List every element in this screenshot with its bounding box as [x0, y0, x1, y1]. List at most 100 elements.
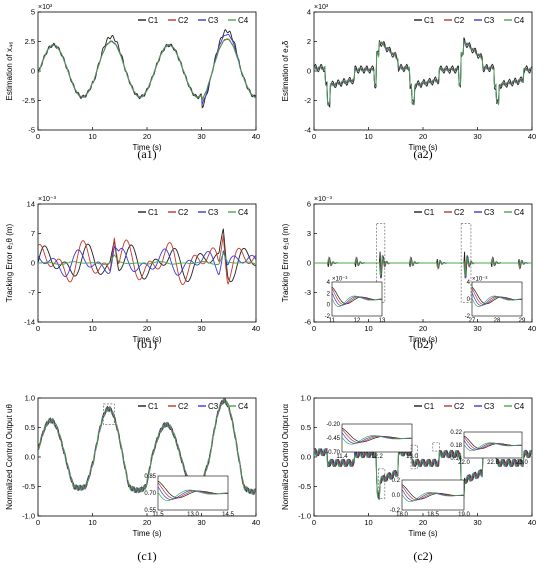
- x-axis-label: Time (s): [408, 143, 437, 152]
- x-axis-label: Time (s): [132, 335, 161, 344]
- x-tick-label: 20: [143, 324, 151, 333]
- y-tick-label: -1.0: [298, 512, 311, 521]
- inset-exponent: ×10⁻³: [472, 277, 487, 283]
- y-tick-label: 5: [31, 8, 35, 17]
- inset-y-tick-label: 2: [327, 291, 331, 297]
- panel-label: (b2): [413, 337, 433, 351]
- inset-y-tick-label: 0.22: [450, 430, 462, 436]
- x-tick-label: 0: [36, 518, 40, 527]
- series-C4: [38, 251, 257, 266]
- inset-b2-0: 11 12 13 4 2 0 -2 ×10⁻³: [325, 277, 386, 325]
- legend-label: C1: [148, 16, 159, 25]
- series-C1: [37, 228, 257, 283]
- y-tick-label: -0.5: [22, 482, 35, 491]
- legend: C1 C2 C3 C4: [414, 402, 525, 411]
- legend-label: C2: [454, 16, 465, 25]
- inset-x-tick-label: 12.2: [371, 454, 383, 460]
- legend: C1 C2 C3 C4: [414, 208, 525, 217]
- panel-c2: 0 10 20 30 40 -1.0 -0.5 0.0 0.5 1.0 Time (s) Normal…: [281, 394, 536, 564]
- legend-label: C3: [484, 16, 495, 25]
- plot-frame: [313, 11, 533, 131]
- legend-label: C4: [238, 208, 249, 217]
- x-tick-label: 10: [364, 324, 372, 333]
- plot-frame: [37, 11, 257, 131]
- x-tick-label: 30: [473, 518, 481, 527]
- panel-label: (a1): [137, 147, 156, 161]
- y-axis-label: Estimation of e₄δ: [281, 40, 290, 101]
- y-axis-label: Tracking Error e₁θ (m): [5, 223, 14, 302]
- legend: C1 C2 C3 C4: [138, 402, 249, 411]
- inset-y-tick-label: 0.18: [450, 443, 462, 449]
- y-tick-label: 3: [307, 229, 311, 238]
- legend-label: C1: [424, 208, 435, 217]
- inset-y-tick-label: 0.0: [392, 493, 401, 499]
- inset-x-tick-label: 22.5: [487, 460, 499, 466]
- legend-label: C1: [424, 16, 435, 25]
- series-C3: [37, 33, 257, 105]
- zoom-region: [410, 444, 418, 470]
- inset-y-tick-label: 0.55: [144, 508, 156, 514]
- legend-label: C4: [238, 402, 249, 411]
- legend-label: C4: [238, 16, 249, 25]
- y-tick-label: 2: [307, 37, 311, 46]
- inset-series-C4: [471, 295, 523, 307]
- inset-x-tick-label: 11.4: [336, 454, 348, 460]
- panel-a1: 0 10 20 30 40 -5 -2.5 0 2.5 5 ×10³ Time (s) Estimati…: [5, 4, 260, 161]
- series-C2: [37, 235, 257, 285]
- y-tick-label: -14: [24, 318, 35, 327]
- panel-label: (c1): [137, 549, 156, 563]
- zoom-region: [103, 403, 115, 425]
- inset-y-tick-label: -0.2: [390, 508, 401, 514]
- inset-series-C4: [157, 489, 229, 501]
- x-tick-label: 30: [473, 132, 481, 141]
- inset-y-tick-label: -0.45: [326, 436, 340, 442]
- axis-exponent: ×10³: [38, 4, 53, 11]
- panel-a2: 0 10 20 30 40 -4 -2 0 2 4 ×10³ Time (s) Estimation o…: [281, 4, 536, 161]
- inset-y-tick-label: 4: [327, 280, 331, 286]
- inset-x-tick-label: 11.5: [152, 512, 164, 518]
- x-tick-label: 10: [364, 518, 372, 527]
- legend-label: C3: [484, 208, 495, 217]
- x-tick-label: 10: [88, 324, 96, 333]
- inset-x-tick-label: 22.0: [458, 460, 470, 466]
- x-tick-label: 20: [419, 324, 427, 333]
- inset-y-tick-label: 0.70: [144, 491, 156, 497]
- x-tick-label: 0: [36, 324, 40, 333]
- legend-label: C2: [454, 208, 465, 217]
- legend-label: C4: [514, 16, 525, 25]
- x-tick-label: 30: [197, 518, 205, 527]
- x-tick-label: 40: [528, 324, 536, 333]
- x-tick-label: 20: [143, 518, 151, 527]
- inset-y-tick-label: -2: [465, 314, 471, 320]
- x-axis-label: Time (s): [408, 529, 437, 538]
- inset-x-tick-label: 28: [494, 318, 501, 324]
- legend-label: C3: [484, 402, 495, 411]
- y-axis-label: Tracking Error e₁α (m): [281, 223, 290, 302]
- series-C3: [37, 245, 257, 277]
- inset-y-tick-label: 0.85: [144, 474, 156, 480]
- series-C3: [314, 254, 532, 279]
- zoom-region: [376, 223, 386, 303]
- x-tick-label: 10: [88, 132, 96, 141]
- legend-label: C2: [178, 208, 189, 217]
- x-axis-label: Time (s): [132, 529, 161, 538]
- inset-x-tick-label: 12: [354, 318, 361, 324]
- inset-y-tick-label: 0: [327, 303, 331, 309]
- inset-y-tick-label: 0.2: [392, 478, 401, 484]
- inset-frame: [401, 479, 465, 511]
- inset-y-tick-label: 0.14: [450, 456, 462, 462]
- legend-label: C3: [208, 16, 219, 25]
- y-tick-label: 0.0: [25, 453, 35, 462]
- y-axis-label: Normalized Control Output uα: [281, 404, 290, 510]
- inset-y-tick-label: -0.70: [326, 450, 340, 456]
- x-tick-label: 10: [88, 518, 96, 527]
- inset-frame: [157, 475, 229, 511]
- y-tick-label: 0.0: [301, 453, 311, 462]
- zoom-region: [432, 441, 440, 452]
- legend-label: C2: [454, 402, 465, 411]
- legend-label: C4: [514, 402, 525, 411]
- inset-x-tick-label: 18.5: [427, 512, 439, 518]
- y-tick-label: -2: [304, 96, 311, 105]
